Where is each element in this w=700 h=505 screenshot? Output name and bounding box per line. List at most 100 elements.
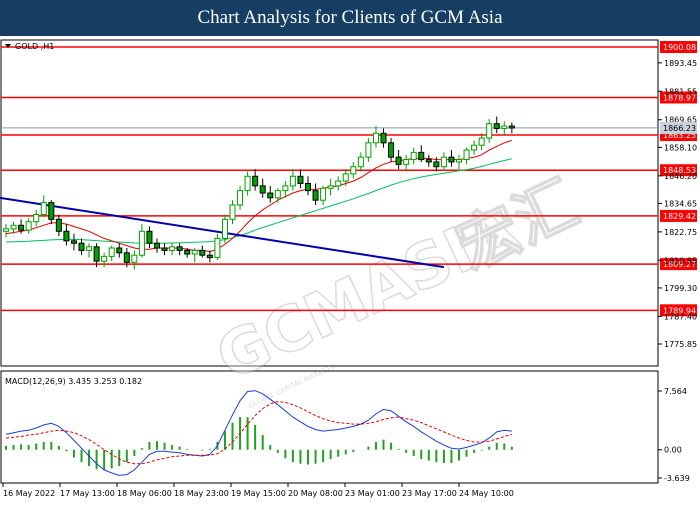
price-tick-label: 1893.45 (664, 59, 697, 68)
candle-body (478, 137, 485, 146)
macd-label: MACD(12,26,9) 3.435 3.253 0.182 (5, 377, 142, 386)
candle-body (448, 156, 455, 163)
candle-body (78, 242, 85, 251)
time-tick-label: 17 May 13:00 (60, 489, 115, 498)
ma-green-line (5, 158, 512, 244)
time-tick-label: 20 May 08:00 (288, 489, 343, 498)
level-tag (660, 304, 697, 317)
candle-body (229, 204, 236, 220)
candle-body (508, 125, 515, 129)
price-tick-label: 1822.75 (664, 228, 697, 237)
candle-body (433, 161, 440, 168)
candle-body (252, 175, 259, 187)
candle-body (184, 249, 191, 255)
time-tick-label: 18 May 23:00 (174, 489, 229, 498)
time-tick-label: 23 May 17:00 (402, 489, 457, 498)
price-axis: 1893.45 1881.55 1869.65 1858.10 1846.20 1834.… (658, 59, 697, 349)
candle-body (176, 246, 183, 251)
page-header: Chart Analysis for Clients of GCM Asia (0, 0, 700, 36)
macd-main-line (5, 390, 512, 476)
candle-body (244, 175, 251, 192)
candle-body (33, 214, 40, 223)
candle-body (501, 125, 508, 129)
candle-body (10, 224, 17, 230)
macd-panel-frame (0, 370, 659, 484)
candle-body (191, 249, 198, 255)
candle-body (138, 230, 145, 256)
candle-body (395, 156, 402, 165)
price-tick-label: 1775.85 (664, 340, 697, 349)
price-tick-label: 1787.40 (664, 312, 697, 321)
time-tick-label: 18 May 06:00 (117, 489, 172, 498)
candle-body (463, 149, 470, 161)
level-tag (660, 209, 697, 222)
candle-body (410, 151, 417, 161)
level-label: 1900.08 (663, 43, 696, 52)
candle-body (350, 166, 357, 175)
macd-tick-label: 7.564 (664, 387, 687, 396)
candle-body (320, 187, 327, 201)
candle-body (206, 254, 213, 259)
level-tag (660, 164, 697, 177)
candle-body (237, 190, 244, 206)
level-label: 1863.25 (663, 131, 696, 140)
symbol-label: GOLD ,H1 (15, 42, 54, 51)
candle-body (18, 224, 25, 231)
candle-body (101, 255, 108, 262)
candle-body (108, 247, 115, 257)
time-tick-label: 19 May 15:00 (231, 489, 286, 498)
candle-body (372, 132, 379, 144)
macd-indicator: 7.564 0.00 -3.639 (5, 387, 690, 483)
candle-body (25, 221, 32, 231)
level-tag (660, 258, 697, 271)
candle-body (471, 144, 478, 151)
current-price-label: 1866.23 (663, 124, 696, 133)
price-panel-frame (0, 39, 659, 367)
level-label: 1809.27 (663, 260, 696, 269)
price-tick-label: 1858.10 (664, 143, 697, 152)
candle-body (297, 175, 304, 184)
level-label: 1829.42 (663, 212, 696, 221)
support-resistance-levels: 1900.08 1878.97 1863.25 1848.53 1829.42 1809.… (1, 41, 697, 317)
symbol-dropdown-icon[interactable] (5, 44, 11, 48)
candle-body (3, 228, 9, 232)
candle-body (154, 242, 160, 249)
candle-body (63, 230, 70, 242)
price-tick-label: 1799.30 (664, 284, 697, 293)
level-tag (660, 41, 697, 53)
candle-body (40, 202, 47, 216)
macd-signal-line (5, 401, 512, 465)
macd-tick-label: 0.00 (664, 446, 682, 455)
candle-body (131, 254, 138, 263)
level-label: 1848.53 (663, 166, 696, 175)
candle-body (169, 246, 176, 251)
candle-body (486, 123, 493, 139)
candle-body (289, 175, 296, 187)
candle-body (380, 132, 387, 144)
candle-body (70, 240, 77, 244)
time-tick-label: 24 May 10:00 (459, 489, 514, 498)
level-tag (660, 91, 697, 104)
time-tick-label: 23 May 01:00 (345, 489, 400, 498)
candle-body (199, 249, 206, 256)
candle-body (456, 159, 462, 163)
candle-body (116, 247, 123, 254)
candle-body (418, 151, 425, 161)
candle-body (93, 246, 100, 262)
candle-body (357, 156, 364, 168)
candle-body (274, 190, 281, 199)
candle-body (146, 230, 153, 244)
level-label: 1789.94 (663, 306, 696, 315)
macd-tick-label: -3.639 (664, 474, 690, 483)
candlesticks (3, 116, 515, 270)
candle-body (55, 218, 62, 232)
candle-body (282, 185, 289, 192)
candle-body (312, 190, 319, 201)
candle-body (214, 237, 221, 259)
ma-red-line (5, 139, 512, 253)
candle-body (305, 182, 311, 192)
page-title: Chart Analysis for Clients of GCM Asia (197, 7, 503, 28)
price-tick-label: 1810.85 (664, 256, 697, 265)
price-tick-label: 1869.65 (664, 116, 697, 125)
chart-svg: GCMASIA 宏汇 GLOBAL CAPITAL MARKETS 1900.0… (0, 39, 697, 498)
